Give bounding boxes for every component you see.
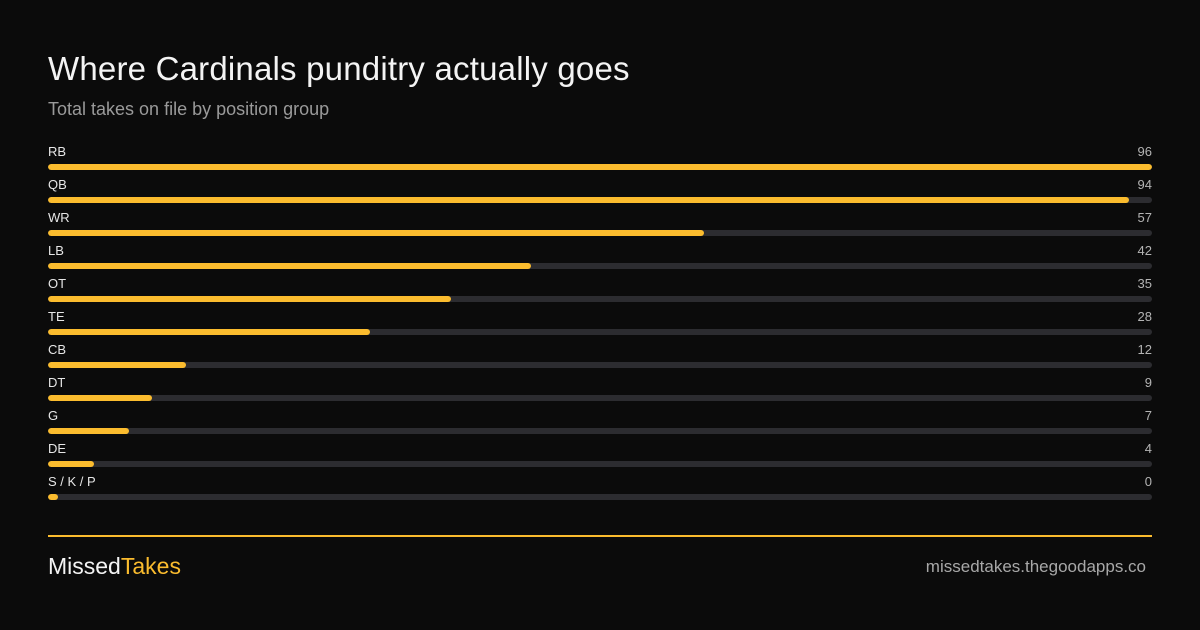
bar-label: G: [48, 408, 59, 423]
bar: [48, 494, 58, 500]
footer-divider: [48, 535, 1152, 537]
bar-value-label: 96: [1137, 144, 1152, 159]
bar: [48, 197, 1129, 203]
bar-label: RB: [48, 144, 67, 159]
bar: [48, 164, 1152, 170]
bar-label: QB: [48, 177, 67, 192]
bar-value-label: 4: [1144, 441, 1152, 456]
bar-value-label: 0: [1144, 474, 1152, 489]
bar: [48, 263, 531, 269]
bar-row: S / K / P 0: [48, 473, 1152, 506]
bar-track: [48, 296, 1152, 302]
bar: [48, 230, 704, 236]
bar-value-label: 7: [1144, 408, 1152, 423]
bar-label: WR: [48, 210, 70, 225]
bar-row: RB 96: [48, 143, 1152, 176]
bar-row: WR 57: [48, 209, 1152, 242]
bar-track: [48, 395, 1152, 401]
bar-row: CB 12: [48, 341, 1152, 374]
site-url-link[interactable]: missedtakes.thegoodapps.co: [925, 557, 1146, 576]
bar-value-label: 9: [1144, 375, 1152, 390]
bar-track: [48, 164, 1152, 170]
bar-value-label: 12: [1137, 342, 1152, 357]
bar-track: [48, 428, 1152, 434]
bar-row: TE 28: [48, 308, 1152, 341]
bar: [48, 428, 129, 434]
bar-label: CB: [48, 342, 67, 357]
bar-track: [48, 461, 1152, 467]
bar-value-label: 42: [1137, 243, 1152, 258]
bar-label: S / K / P: [48, 474, 96, 489]
bar-track: [48, 494, 1152, 500]
bar-label: DE: [48, 441, 67, 456]
bar-label: LB: [48, 243, 64, 258]
bar-track: [48, 263, 1152, 269]
bar-value-label: 35: [1137, 276, 1152, 291]
chart-subtitle: Total takes on file by position group: [48, 99, 330, 119]
bar-track: [48, 362, 1152, 368]
bar-label: DT: [48, 375, 66, 390]
bar: [48, 461, 94, 467]
brand-name-part1: Missed: [48, 553, 121, 579]
bar-row: DE 4: [48, 440, 1152, 473]
bar-label: OT: [48, 276, 67, 291]
bar-track: [48, 197, 1152, 203]
bar-track: [48, 230, 1152, 236]
bar-row: DT 9: [48, 374, 1152, 407]
bar: [48, 296, 451, 302]
bar-value-label: 28: [1137, 309, 1152, 324]
bar: [48, 395, 152, 401]
bar: [48, 362, 186, 368]
brand-logo[interactable]: MissedTakes: [48, 553, 181, 580]
brand-name-part2: Takes: [120, 553, 181, 579]
chart-title: Where Cardinals punditry actually goes: [48, 50, 630, 87]
bar-row: QB 94: [48, 176, 1152, 209]
bar-value-label: 94: [1137, 177, 1152, 192]
bar-label: TE: [48, 309, 65, 324]
bar-row: OT 35: [48, 275, 1152, 308]
bar-row: LB 42: [48, 242, 1152, 275]
bar-chart: RB 96 QB 94 WR 57 LB 42 OT 35 TE 28 CB 12 DT 9 G 7 DE 4 S / …: [48, 143, 1152, 506]
bar-track: [48, 329, 1152, 335]
bar: [48, 329, 370, 335]
bar-value-label: 57: [1137, 210, 1152, 225]
